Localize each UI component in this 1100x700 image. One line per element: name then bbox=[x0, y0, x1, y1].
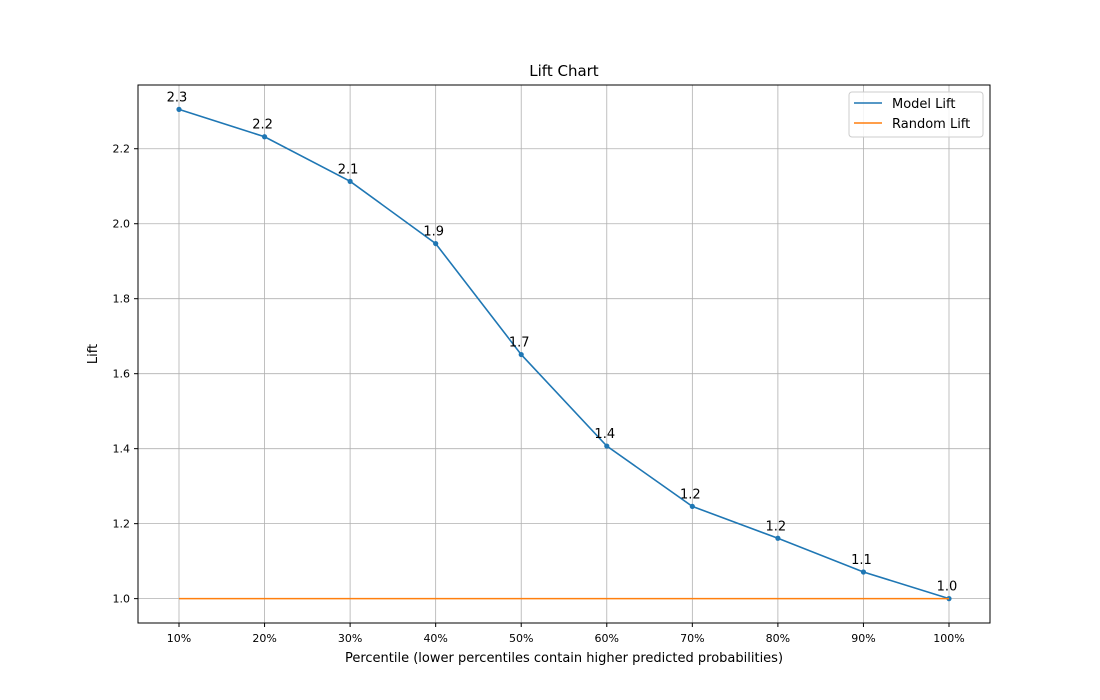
legend: Model Lift Random Lift bbox=[848, 91, 984, 138]
x-tick-label: 60% bbox=[595, 632, 619, 645]
data-label: 1.2 bbox=[680, 487, 701, 502]
series-layer bbox=[176, 106, 952, 602]
chart-title: Lift Chart bbox=[529, 62, 599, 80]
x-tick-label: 40% bbox=[423, 632, 447, 645]
data-label: 1.7 bbox=[509, 336, 530, 351]
x-tick-label: 20% bbox=[252, 632, 276, 645]
x-tick-label: 100% bbox=[933, 632, 964, 645]
x-tick-label: 80% bbox=[766, 632, 790, 645]
model-lift-point bbox=[604, 443, 610, 449]
model-lift-line bbox=[178, 108, 950, 600]
y-tick-label: 1.0 bbox=[113, 593, 131, 606]
data-labels-layer: 2.3 2.2 2.1 1.9 1.7 1.4 1.2 1.2 1.1 1.0 bbox=[167, 90, 958, 594]
data-label: 1.4 bbox=[594, 427, 615, 442]
y-tick-label: 1.2 bbox=[113, 518, 131, 531]
x-axis-label: Percentile (lower percentiles contain hi… bbox=[345, 651, 783, 666]
grid-layer bbox=[138, 85, 990, 623]
y-tick-label: 2.0 bbox=[113, 218, 131, 231]
model-lift-point bbox=[176, 106, 182, 112]
model-lift-point bbox=[860, 569, 867, 575]
y-tick-label: 2.2 bbox=[113, 143, 131, 156]
model-lift-point bbox=[518, 351, 524, 358]
y-axis-label: Lift bbox=[86, 344, 101, 364]
model-lift-point bbox=[347, 178, 353, 184]
model-lift-point bbox=[261, 134, 268, 140]
model-lift-point bbox=[775, 535, 781, 541]
x-tick-label: 70% bbox=[680, 632, 704, 645]
data-label: 1.9 bbox=[423, 225, 444, 240]
x-tick-label: 30% bbox=[338, 632, 362, 645]
data-label: 2.1 bbox=[338, 162, 359, 177]
legend-box bbox=[848, 91, 984, 138]
model-lift-point bbox=[433, 240, 439, 247]
legend-label-model-lift: Model Lift bbox=[892, 97, 955, 112]
y-tick-label: 1.6 bbox=[113, 368, 131, 381]
x-tick-label: 50% bbox=[509, 632, 533, 645]
data-label: 1.1 bbox=[851, 553, 872, 568]
data-label: 2.3 bbox=[167, 90, 188, 105]
ticks-layer: 10% 20% 30% 40% 50% 60% 70% 80% 90% 100% 1.0 1.2 1.4… bbox=[113, 143, 965, 645]
y-tick-label: 1.4 bbox=[113, 443, 131, 456]
data-label: 1.2 bbox=[766, 519, 787, 534]
legend-label-random-lift: Random Lift bbox=[892, 117, 970, 132]
x-tick-label: 90% bbox=[851, 632, 875, 645]
data-label: 1.0 bbox=[937, 580, 958, 595]
x-tick-label: 10% bbox=[167, 632, 191, 645]
plot-frame bbox=[137, 84, 991, 624]
model-lift-point bbox=[689, 503, 695, 510]
y-tick-label: 1.8 bbox=[113, 293, 131, 306]
data-label: 2.2 bbox=[252, 118, 273, 133]
